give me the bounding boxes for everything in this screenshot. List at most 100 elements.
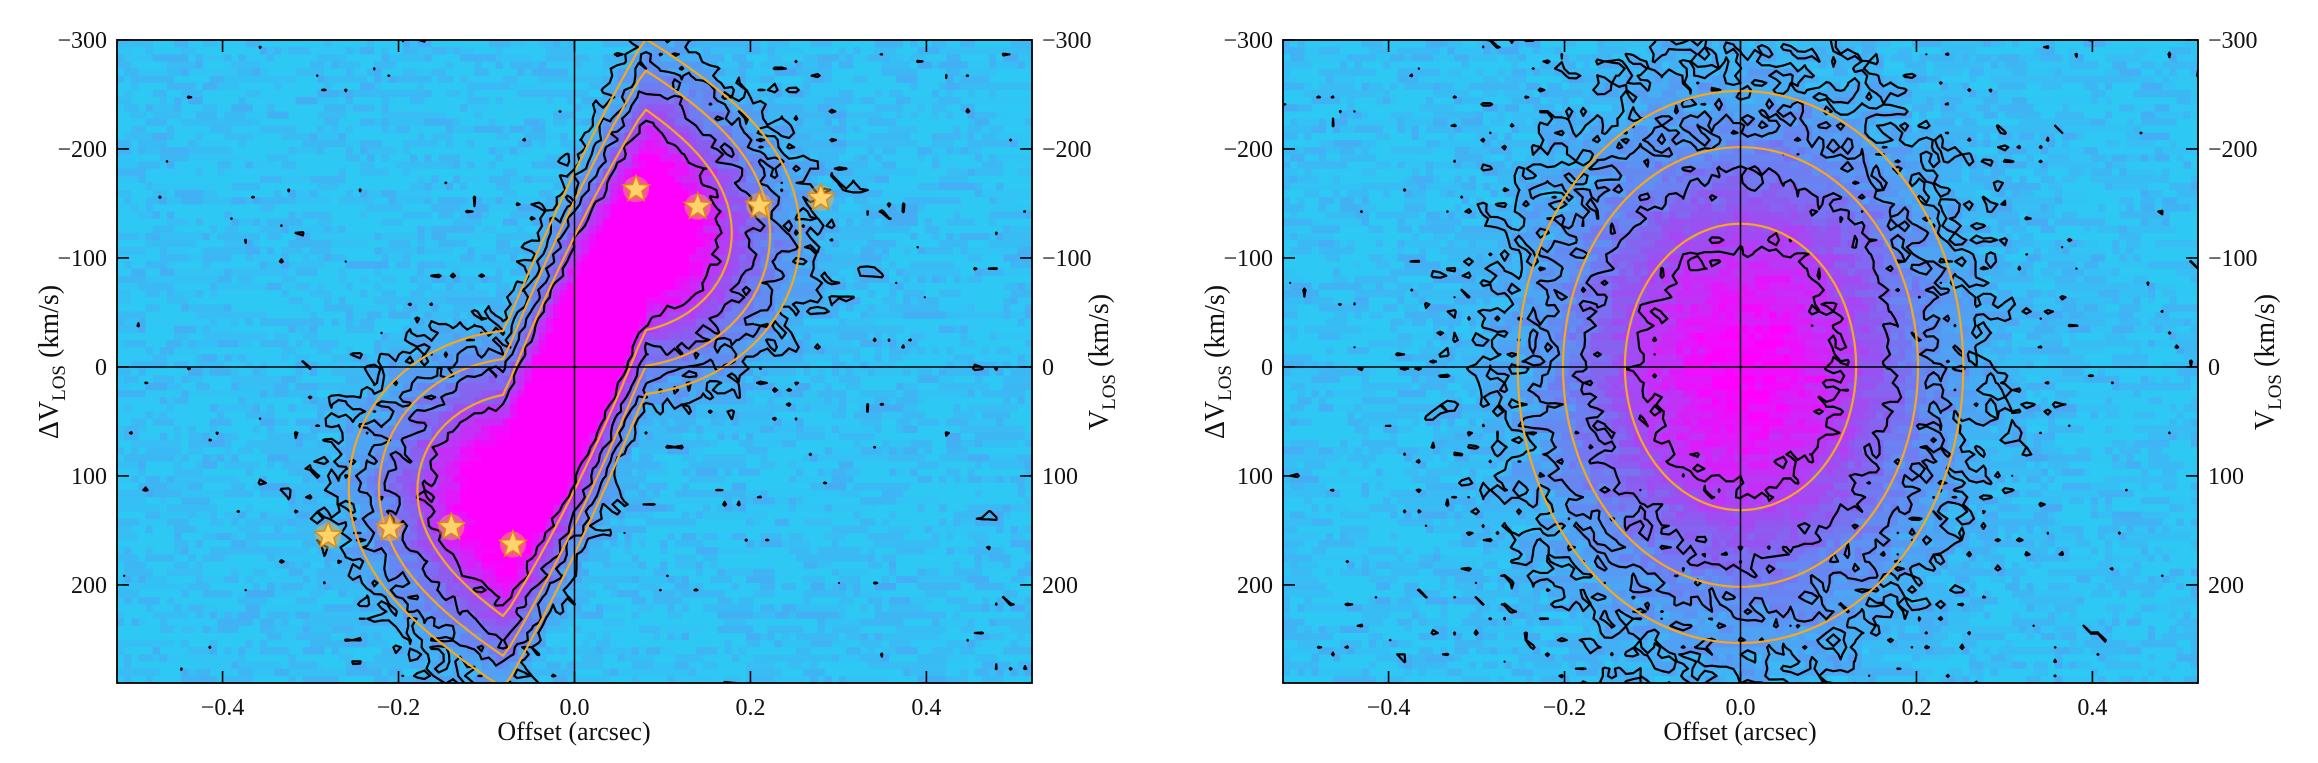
- heatmap-cell: [931, 618, 940, 627]
- heatmap-cell: [896, 290, 904, 298]
- heatmap-cell: [896, 332, 912, 341]
- heatmap-cell: [259, 247, 268, 255]
- heatmap-cell: [617, 532, 626, 541]
- heatmap-cell: [588, 511, 604, 520]
- heatmap-cell: [574, 604, 583, 613]
- heatmap-cell: [374, 232, 383, 241]
- heatmap-cell: [645, 354, 676, 363]
- heatmap-cell: [660, 540, 669, 548]
- heatmap-cell: [545, 432, 554, 441]
- heatmap-cell: [989, 318, 997, 327]
- heatmap-cell: [595, 425, 604, 434]
- heatmap-cell: [860, 404, 869, 413]
- heatmap-cell: [388, 118, 425, 127]
- heatmap-cell: [131, 268, 147, 277]
- heatmap-cell: [667, 447, 690, 455]
- heatmap-cell: [1024, 61, 1032, 70]
- heatmap-cell: [517, 261, 540, 270]
- heatmap-cell: [803, 425, 826, 434]
- heatmap-cell: [631, 575, 640, 584]
- heatmap-cell: [117, 268, 132, 277]
- heatmap-cell: [567, 604, 576, 613]
- heatmap-cell: [717, 304, 733, 313]
- heatmap-cell: [402, 147, 411, 155]
- heatmap-cell: [881, 297, 897, 305]
- heatmap-cell: [152, 411, 161, 420]
- heatmap-cell: [152, 611, 190, 620]
- heatmap-cell: [424, 475, 440, 484]
- heatmap-cell: [939, 568, 954, 577]
- heatmap-cell: [352, 311, 368, 320]
- heatmap-cell: [131, 547, 147, 555]
- heatmap-cell: [717, 597, 733, 606]
- heatmap-cell: [424, 97, 468, 105]
- heatmap-cell: [238, 368, 254, 377]
- heatmap-cell: [481, 61, 497, 70]
- heatmap-cell: [402, 325, 433, 334]
- heatmap-cell: [395, 532, 404, 541]
- heatmap-cell: [317, 518, 325, 527]
- heatmap-cell: [803, 168, 826, 177]
- heatmap-cell: [831, 504, 876, 513]
- heatmap-cell: [667, 97, 676, 105]
- heatmap-cell: [939, 475, 947, 484]
- heatmap-cell: [903, 282, 926, 291]
- heatmap-cell: [553, 282, 561, 291]
- heatmap-cell: [960, 254, 969, 263]
- heatmap-cell: [724, 497, 733, 505]
- heatmap-cell: [352, 125, 383, 134]
- heatmap-cell: [924, 590, 947, 598]
- heatmap-cell: [531, 404, 540, 413]
- heatmap-cell: [295, 204, 325, 213]
- heatmap-cell: [302, 347, 318, 355]
- heatmap-cell: [217, 190, 232, 198]
- heatmap-cell: [159, 147, 190, 155]
- heatmap-cell: [481, 218, 504, 227]
- heatmap-cell: [638, 225, 647, 234]
- heatmap-cell: [338, 118, 361, 127]
- heatmap-cell: [1017, 397, 1026, 405]
- heatmap-cell: [295, 211, 304, 220]
- heatmap-cell: [202, 197, 232, 205]
- heatmap-cell: [767, 447, 826, 455]
- heatmap-cell: [667, 147, 683, 155]
- heatmap-cell: [931, 282, 1004, 291]
- heatmap-cell: [553, 504, 561, 513]
- heatmap-cell: [510, 254, 518, 263]
- heatmap-cell: [181, 340, 190, 348]
- heatmap-cell: [910, 132, 933, 141]
- heatmap-cell: [931, 347, 940, 355]
- heatmap-cell: [653, 590, 676, 598]
- heatmap-cell: [1024, 282, 1032, 291]
- heatmap-cell: [638, 432, 647, 441]
- heatmap-cell: [760, 240, 776, 248]
- heatmap-cell: [767, 97, 776, 105]
- heatmap-cell: [703, 604, 754, 613]
- heatmap-cell: [746, 504, 790, 513]
- heatmap-cell: [324, 147, 347, 155]
- heatmap-cell: [696, 432, 704, 441]
- heatmap-cell: [217, 425, 254, 434]
- heatmap-cell: [281, 290, 290, 298]
- heatmap-cell: [1010, 347, 1032, 355]
- heatmap-cell: [360, 168, 390, 177]
- heatmap-cell: [996, 132, 1032, 141]
- heatmap-cell: [653, 261, 661, 270]
- heatmap-cell: [174, 525, 197, 534]
- heatmap-cell: [617, 232, 626, 241]
- heatmap-cell: [588, 190, 597, 198]
- heatmap-cell: [531, 68, 568, 77]
- heatmap-cell: [788, 161, 826, 170]
- heatmap-cell: [703, 332, 719, 341]
- heatmap-cell: [474, 504, 483, 513]
- heatmap-cell: [803, 625, 819, 634]
- heatmap-cell: [767, 168, 783, 177]
- heatmap-cell: [989, 211, 1026, 220]
- heatmap-cell: [595, 218, 604, 227]
- heatmap-cell: [960, 75, 990, 84]
- heatmap-cell: [967, 390, 976, 398]
- heatmap-cell: [574, 47, 640, 55]
- heatmap-cell: [638, 240, 647, 248]
- heatmap-cell: [310, 247, 333, 255]
- heatmap-cell: [395, 590, 425, 598]
